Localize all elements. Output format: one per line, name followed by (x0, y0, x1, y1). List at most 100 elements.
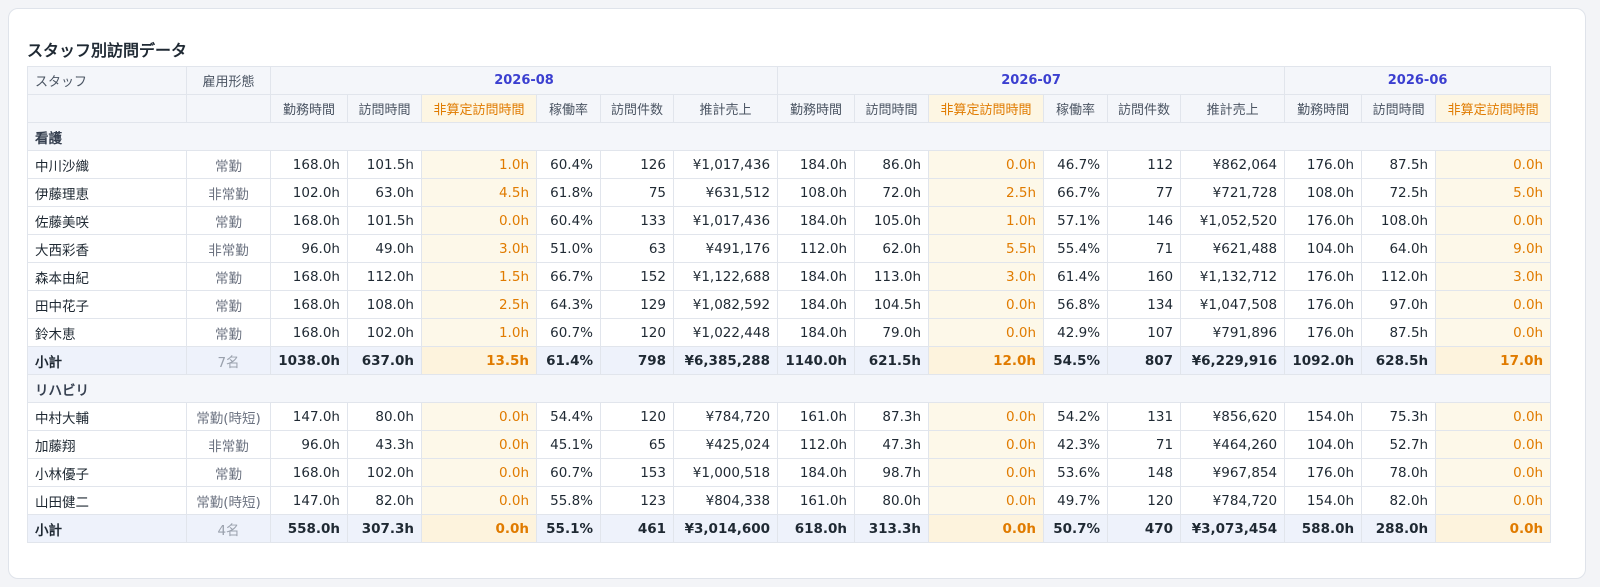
card-title: スタッフ別訪問データ (27, 41, 188, 60)
header-metric[interactable]: 勤務時間 (270, 94, 348, 123)
metric-cell: 56.8% (1043, 290, 1109, 319)
employment-type: 常勤(時短) (186, 486, 271, 515)
header-metric[interactable]: 非算定訪問時間 (421, 94, 537, 123)
metric-cell: 112.0h (777, 430, 856, 459)
metric-cell: 60.7% (536, 458, 601, 487)
metric-cell: 63 (600, 234, 674, 263)
header-row-months: スタッフ 雇用形態 2026-08 2026-07 2026-06 (27, 66, 1552, 95)
metric-cell: 97.0h (1361, 290, 1437, 319)
metric-cell: ¥3,073,454 (1180, 514, 1286, 543)
metric-cell: 108.0h (777, 178, 856, 207)
metric-cell: 184.0h (777, 262, 856, 291)
header-metric[interactable]: 稼働率 (1043, 94, 1109, 123)
metric-cell: 52.7h (1361, 430, 1437, 459)
metric-cell: 55.1% (536, 514, 601, 543)
metric-cell: 72.0h (854, 178, 930, 207)
metric-cell: 2.5h (928, 178, 1045, 207)
metric-cell: 102.0h (347, 318, 422, 347)
metric-cell: 161.0h (777, 486, 856, 515)
employment-type: 4名 (186, 514, 271, 543)
metric-cell: ¥721,728 (1180, 178, 1286, 207)
metric-cell: 176.0h (1284, 262, 1363, 291)
metric-cell: 96.0h (270, 430, 348, 459)
metric-cell: 176.0h (1284, 290, 1363, 319)
header-metric[interactable]: 訪問件数 (600, 94, 674, 123)
metric-cell: 184.0h (777, 206, 856, 235)
header-row-metrics: 勤務時間 訪問時間 非算定訪問時間 稼働率 訪問件数 推計売上 勤務時間 訪問時間 非算定訪問時… (27, 94, 1552, 123)
header-metric[interactable]: 訪問時間 (854, 94, 930, 123)
metric-cell: 1140.0h (777, 346, 856, 375)
metric-cell: 78.0h (1361, 458, 1437, 487)
metric-cell: 108.0h (1361, 206, 1437, 235)
header-metric[interactable]: 非算定訪問時間 (1435, 94, 1552, 123)
metric-cell: 77 (1107, 178, 1182, 207)
metric-cell: 131 (1107, 402, 1182, 431)
staff-row: 田中花子 常勤 168.0h 108.0h 2.5h 64.3% 129 ¥1,082,592… (27, 290, 1552, 319)
staff-name: 大西彩香 (27, 234, 187, 263)
metric-cell: 107 (1107, 318, 1182, 347)
header-metric[interactable]: 勤務時間 (777, 94, 856, 123)
metric-cell: 168.0h (270, 318, 348, 347)
metric-cell: 0.0h (928, 514, 1045, 543)
employment-type: 常勤 (186, 150, 271, 179)
metric-cell: 62.0h (854, 234, 930, 263)
metric-cell: 86.0h (854, 150, 930, 179)
employment-type: 常勤 (186, 290, 271, 319)
metric-cell: 63.0h (347, 178, 422, 207)
metric-cell: 147.0h (270, 486, 348, 515)
metric-cell: ¥1,122,688 (672, 262, 779, 291)
staff-name: 中川沙織 (27, 150, 187, 179)
metric-cell: 64.0h (1361, 234, 1437, 263)
metric-cell: ¥6,385,288 (672, 346, 779, 375)
metric-cell: 0.0h (1435, 402, 1552, 431)
header-metric[interactable]: 稼働率 (536, 94, 601, 123)
staff-name: 加藤翔 (27, 430, 187, 459)
table-scroll-area[interactable]: スタッフ 雇用形態 2026-08 2026-07 2026-06 勤務時間 訪問時間 非算定… (27, 66, 1575, 560)
subtotal-row: 小計 4名 558.0h 307.3h 0.0h 55.1% 461 ¥3,014,600 61… (27, 514, 1552, 543)
metric-cell: 184.0h (777, 458, 856, 487)
metric-cell: 87.5h (1361, 318, 1437, 347)
metric-cell: 65 (600, 430, 674, 459)
metric-cell: ¥1,047,508 (1180, 290, 1286, 319)
staff-row: 加藤翔 非常勤 96.0h 43.3h 0.0h 45.1% 65 ¥425,024 112.0… (27, 430, 1552, 459)
metric-cell: 101.5h (347, 206, 422, 235)
metric-cell: 184.0h (777, 290, 856, 319)
header-metric[interactable]: 非算定訪問時間 (928, 94, 1045, 123)
header-metric[interactable]: 推計売上 (1180, 94, 1286, 123)
header-metric[interactable]: 訪問時間 (1361, 94, 1437, 123)
header-metric[interactable]: 訪問件数 (1107, 94, 1182, 123)
metric-cell: 168.0h (270, 150, 348, 179)
metric-cell: 1.5h (421, 262, 537, 291)
metric-cell: 0.0h (928, 402, 1045, 431)
group-label: リハビリ (27, 374, 1552, 403)
header-metric[interactable]: 推計売上 (672, 94, 779, 123)
metric-cell: 0.0h (421, 402, 537, 431)
metric-cell: ¥1,132,712 (1180, 262, 1286, 291)
metric-cell: 54.4% (536, 402, 601, 431)
header-metric[interactable]: 訪問時間 (347, 94, 422, 123)
metric-cell: 0.0h (421, 458, 537, 487)
metric-cell: 1.0h (421, 150, 537, 179)
staff-name: 小計 (27, 514, 187, 543)
metric-cell: ¥425,024 (672, 430, 779, 459)
metric-cell: 307.3h (347, 514, 422, 543)
metric-cell: 168.0h (270, 262, 348, 291)
header-metric[interactable]: 勤務時間 (1284, 94, 1363, 123)
metric-cell: 61.4% (536, 346, 601, 375)
employment-type: 常勤 (186, 458, 271, 487)
metric-cell: 628.5h (1361, 346, 1437, 375)
metric-cell: 72.5h (1361, 178, 1437, 207)
metric-cell: 168.0h (270, 290, 348, 319)
staff-name: 鈴木恵 (27, 318, 187, 347)
staff-name: 佐藤美咲 (27, 206, 187, 235)
metric-cell: 637.0h (347, 346, 422, 375)
metric-cell: 0.0h (1435, 430, 1552, 459)
metric-cell: 1.0h (928, 206, 1045, 235)
metric-cell: 0.0h (421, 430, 537, 459)
metric-cell: 0.0h (928, 458, 1045, 487)
metric-cell: 79.0h (854, 318, 930, 347)
metric-cell: 112.0h (777, 234, 856, 263)
metric-cell: 43.3h (347, 430, 422, 459)
metric-cell: 176.0h (1284, 150, 1363, 179)
metric-cell: 0.0h (928, 318, 1045, 347)
